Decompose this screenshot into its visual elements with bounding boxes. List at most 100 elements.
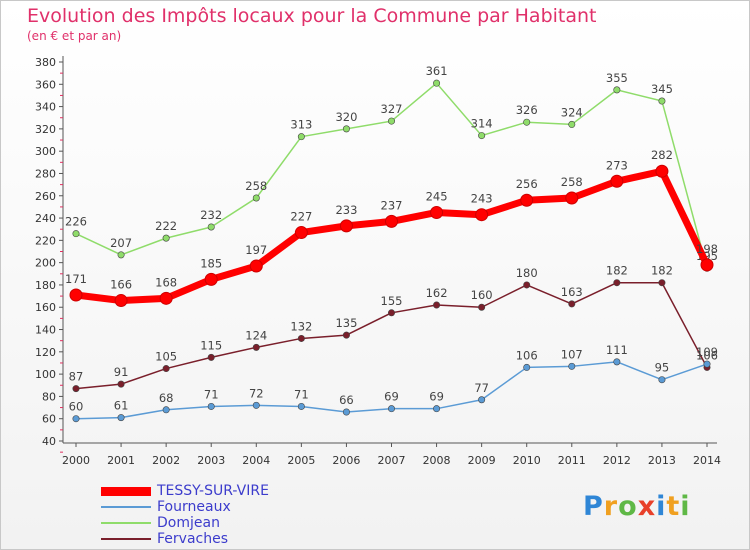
data-point-tessy-sur-vire [159, 291, 173, 305]
data-label-tessy-sur-vire: 273 [606, 158, 628, 172]
data-label-domjean: 222 [155, 219, 177, 233]
legend-swatch-fourneaux [101, 506, 151, 508]
data-label-fervaches: 105 [155, 350, 177, 364]
data-point-fervaches [72, 385, 80, 393]
y-tick-label: 140 [35, 324, 56, 337]
data-point-domjean [568, 120, 576, 128]
data-label-tessy-sur-vire: 258 [561, 175, 583, 189]
data-label-fervaches: 180 [516, 266, 538, 280]
x-tick-label: 2006 [332, 454, 360, 467]
y-tick-label: 80 [42, 390, 56, 403]
data-point-fervaches [478, 303, 486, 311]
data-label-tessy-sur-vire: 185 [200, 256, 222, 270]
data-label-fervaches: 162 [426, 286, 448, 300]
data-label-fervaches: 182 [651, 264, 673, 278]
data-point-tessy-sur-vire [114, 294, 128, 308]
data-point-tessy-sur-vire [700, 258, 714, 272]
y-tick-label: 320 [35, 123, 56, 136]
data-label-tessy-sur-vire: 227 [290, 210, 312, 224]
data-label-tessy-sur-vire: 233 [335, 203, 357, 217]
data-point-fervaches [117, 380, 125, 388]
legend-label-fourneaux: Fourneaux [157, 499, 231, 515]
data-point-domjean [387, 117, 395, 125]
x-tick-label: 2012 [603, 454, 631, 467]
data-point-tessy-sur-vire [204, 272, 218, 286]
y-tick-label: 380 [35, 56, 56, 69]
y-tick-label: 280 [35, 167, 56, 180]
data-point-domjean [252, 194, 260, 202]
data-point-domjean [207, 223, 215, 231]
data-point-tessy-sur-vire [655, 164, 669, 178]
x-tick-label: 2000 [62, 454, 90, 467]
data-point-domjean [613, 86, 621, 94]
data-label-fourneaux: 61 [114, 399, 129, 413]
data-label-tessy-sur-vire: 198 [696, 242, 718, 256]
data-label-fourneaux: 69 [429, 390, 444, 404]
legend-swatch-tessy [101, 487, 151, 496]
data-point-fourneaux [568, 362, 576, 370]
y-tick-label: 360 [35, 78, 56, 91]
data-label-fourneaux: 106 [516, 348, 538, 362]
y-tick-label: 340 [35, 101, 56, 114]
data-point-fourneaux [433, 405, 441, 413]
data-label-tessy-sur-vire: 237 [381, 198, 403, 212]
y-tick-label: 220 [35, 234, 56, 247]
data-label-fourneaux: 60 [69, 400, 84, 414]
data-point-fourneaux [658, 376, 666, 384]
data-label-tessy-sur-vire: 282 [651, 148, 673, 162]
data-point-fervaches [387, 309, 395, 317]
data-point-tessy-sur-vire [249, 259, 263, 273]
data-point-fourneaux [387, 405, 395, 413]
data-point-fourneaux [613, 358, 621, 366]
data-point-fourneaux [523, 363, 531, 371]
data-label-domjean: 324 [561, 105, 583, 119]
data-point-fourneaux [72, 415, 80, 423]
data-point-tessy-sur-vire [565, 191, 579, 205]
data-point-tessy-sur-vire [430, 205, 444, 219]
data-label-fourneaux: 107 [561, 347, 583, 361]
legend-swatch-domjean [101, 522, 151, 524]
data-label-domjean: 345 [651, 82, 673, 96]
data-label-tessy-sur-vire: 197 [245, 243, 267, 257]
x-tick-label: 2013 [648, 454, 676, 467]
data-label-domjean: 355 [606, 71, 628, 85]
data-point-tessy-sur-vire [294, 226, 308, 240]
data-label-fervaches: 106 [696, 348, 718, 362]
data-label-fourneaux: 72 [249, 386, 264, 400]
x-tick-label: 2014 [693, 454, 721, 467]
data-label-tessy-sur-vire: 168 [155, 275, 177, 289]
data-label-fourneaux: 111 [606, 343, 628, 357]
data-label-fervaches: 182 [606, 264, 628, 278]
data-point-fourneaux [162, 406, 170, 414]
data-point-domjean [342, 125, 350, 133]
data-point-domjean [117, 251, 125, 259]
data-point-fervaches [297, 334, 305, 342]
legend-label-fervaches: Fervaches [157, 531, 228, 547]
x-tick-label: 2007 [378, 454, 406, 467]
data-point-tessy-sur-vire [385, 214, 398, 228]
data-label-tessy-sur-vire: 256 [516, 177, 538, 191]
x-tick-label: 2010 [513, 454, 541, 467]
data-point-domjean [658, 97, 666, 105]
x-tick-label: 2005 [287, 454, 315, 467]
data-label-fervaches: 87 [69, 370, 84, 384]
x-tick-label: 2003 [197, 454, 225, 467]
x-tick-label: 2009 [468, 454, 496, 467]
data-label-domjean: 320 [335, 110, 357, 124]
y-tick-label: 300 [35, 145, 56, 158]
data-point-domjean [297, 133, 305, 141]
data-label-fervaches: 124 [245, 328, 267, 342]
data-point-fervaches [342, 331, 350, 339]
y-tick-label: 160 [35, 301, 56, 314]
data-label-domjean: 326 [516, 103, 538, 117]
data-label-domjean: 313 [290, 118, 312, 132]
data-point-domjean [162, 234, 170, 242]
data-point-fourneaux [478, 396, 486, 404]
legend-label-tessy: TESSY-SUR-VIRE [157, 483, 269, 499]
data-label-domjean: 327 [381, 102, 403, 116]
legend-label-domjean: Domjean [157, 515, 220, 531]
chart-subtitle: (en € et par an) [27, 29, 122, 43]
x-tick-label: 2004 [242, 454, 270, 467]
y-tick-label: 100 [35, 368, 56, 381]
